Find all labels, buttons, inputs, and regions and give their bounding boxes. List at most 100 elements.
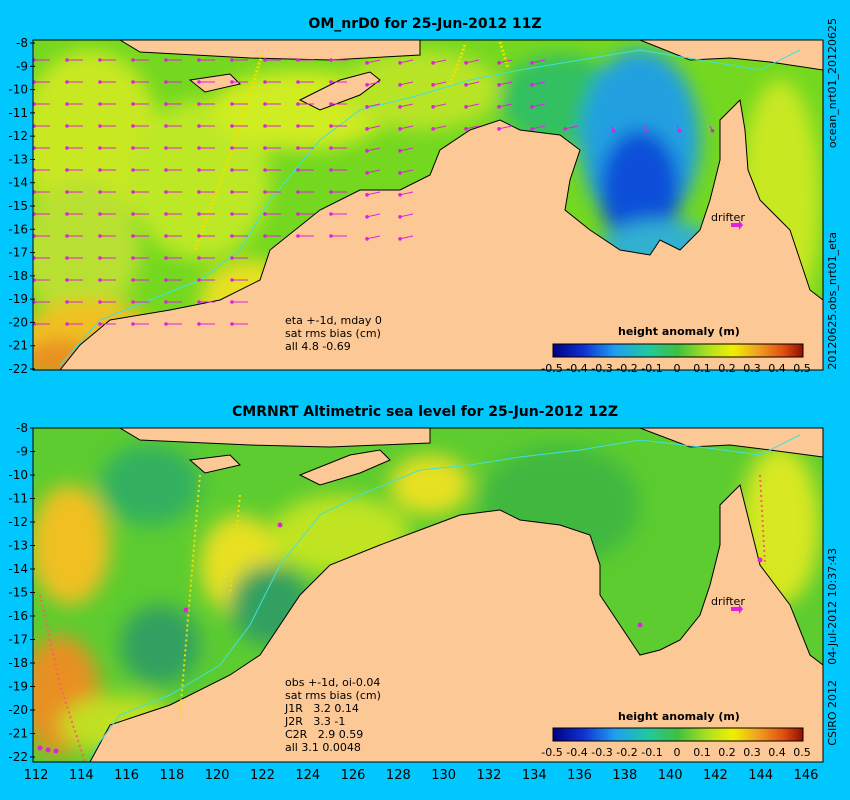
top-satellite-track-3 xyxy=(498,41,510,69)
x-tick-label: 138 xyxy=(612,768,638,783)
y-tick-label: -13 xyxy=(8,152,28,166)
current-vector-arrow xyxy=(399,147,414,152)
x-tick-label: 122 xyxy=(250,768,275,783)
bottom-drifter-label: drifter xyxy=(711,595,745,608)
current-vector-head xyxy=(263,58,267,62)
current-vector-head xyxy=(230,212,234,216)
current-vector-head xyxy=(263,124,267,128)
colorbar-tick-label: 0.2 xyxy=(718,362,736,375)
current-vector-head xyxy=(329,146,333,150)
current-vector-head xyxy=(197,234,201,238)
current-vector-head xyxy=(33,234,36,238)
current-vector-head xyxy=(98,278,102,282)
colorbar-tick-label: 0.2 xyxy=(718,746,736,759)
y-tick-label: -18 xyxy=(8,656,28,670)
current-vector-head xyxy=(98,124,102,128)
x-tick-label: 140 xyxy=(657,768,683,783)
y-tick-label: -15 xyxy=(8,586,28,600)
current-vector-head xyxy=(33,168,36,172)
y-tick-label: -14 xyxy=(8,562,28,576)
current-vector-head xyxy=(98,256,102,260)
y-tick-label: -9 xyxy=(16,445,28,459)
y-tick-label: -19 xyxy=(8,680,28,694)
current-vector-head xyxy=(296,124,300,128)
bottom-colorbar xyxy=(552,727,804,742)
current-vector-head xyxy=(98,322,102,326)
current-vector-head xyxy=(398,237,402,241)
x-tick-label: 116 xyxy=(114,768,139,783)
y-tick-label: -10 xyxy=(8,83,28,97)
bottom-colorbar-ticks: -0.5 -0.4 -0.3 -0.2 -0.1 0 0.1 0.2 0.3 0.4 0.5 xyxy=(538,746,818,760)
current-vector-head xyxy=(398,193,402,197)
current-vector-head xyxy=(65,102,69,106)
x-tick-label: 120 xyxy=(204,768,230,783)
x-tick-label: 142 xyxy=(702,768,728,783)
current-vector-head xyxy=(365,215,369,219)
current-vector-head xyxy=(677,128,682,133)
current-vector-head xyxy=(33,212,36,216)
current-vector-head xyxy=(431,61,435,65)
current-vector-head xyxy=(33,102,36,106)
current-vector-head xyxy=(98,190,102,194)
top-timor-island xyxy=(298,71,381,111)
y-tick-label: -19 xyxy=(8,292,28,306)
colorbar-tick-label: -0.1 xyxy=(641,746,663,759)
drifter-dot xyxy=(53,748,59,754)
current-vector-head xyxy=(131,322,135,326)
x-tick-label: 130 xyxy=(431,768,457,783)
current-vector-head xyxy=(263,168,267,172)
current-vector-head xyxy=(197,58,201,62)
x-tick-label: 144 xyxy=(748,768,774,783)
current-vector-head xyxy=(131,80,135,84)
current-vector-arrow xyxy=(465,81,480,86)
current-vector-head xyxy=(131,168,135,172)
current-vector-head xyxy=(263,80,267,84)
x-tick-label: 112 xyxy=(23,768,49,783)
current-vector-head xyxy=(164,58,168,62)
bottom-colorbar-label: height anomaly (m) xyxy=(618,710,740,723)
current-vector-head xyxy=(131,234,135,238)
top-drifter-marker xyxy=(731,220,743,230)
current-vector-head xyxy=(98,212,102,216)
bottom-map-panel: -8 -9 -10 -11 -12 -13 -14 -15 -16 -17 -18 -19 -20 -21… xyxy=(8,421,824,764)
y-tick-label: -14 xyxy=(8,176,28,190)
current-vector-head xyxy=(131,278,135,282)
current-vector-arrow xyxy=(465,125,480,130)
current-vector-head xyxy=(563,127,567,131)
current-vector-head xyxy=(164,124,168,128)
y-tick-label: -20 xyxy=(8,315,28,329)
current-vector-head xyxy=(464,105,468,109)
x-tick-label: 136 xyxy=(567,768,592,783)
x-tick-label: 128 xyxy=(385,768,411,783)
current-vector-head xyxy=(65,322,69,326)
current-vector-arrow xyxy=(399,125,414,130)
bottom-stats-annotation: obs +-1d, oi-0.04 sat rms bias (cm) J1R … xyxy=(285,676,381,754)
bottom-shelf-contour xyxy=(89,434,801,756)
current-vector-arrow xyxy=(498,125,513,130)
current-vector-head xyxy=(98,102,102,106)
colorbar-tick-label: -0.5 xyxy=(541,746,563,759)
current-vector-head xyxy=(197,168,201,172)
bottom-satellite-track-1 xyxy=(179,474,201,716)
current-vector-head xyxy=(497,61,501,65)
current-vector-head xyxy=(164,168,168,172)
colorbar-tick-label: -0.1 xyxy=(641,362,663,375)
top-sumba-island xyxy=(188,73,241,93)
current-vector-head xyxy=(33,278,36,282)
current-vector-head xyxy=(164,278,168,282)
current-vector-head xyxy=(530,105,534,109)
current-vector-head xyxy=(65,256,69,260)
current-vector-arrow xyxy=(366,191,381,196)
current-vector-head xyxy=(164,212,168,216)
current-vector-arrow xyxy=(366,103,381,108)
current-vector-head xyxy=(365,127,369,131)
current-vector-arrow xyxy=(498,81,513,86)
current-vector-head xyxy=(33,124,36,128)
current-vector-head xyxy=(431,127,435,131)
current-vector-head xyxy=(197,124,201,128)
colorbar-tick-label: -0.4 xyxy=(566,362,588,375)
bottom-panel-title: CMRNRT Altimetric sea level for 25-Jun-2… xyxy=(232,404,618,420)
current-vector-head xyxy=(164,102,168,106)
y-tick-label: -16 xyxy=(8,222,28,236)
current-vector-head xyxy=(263,102,267,106)
